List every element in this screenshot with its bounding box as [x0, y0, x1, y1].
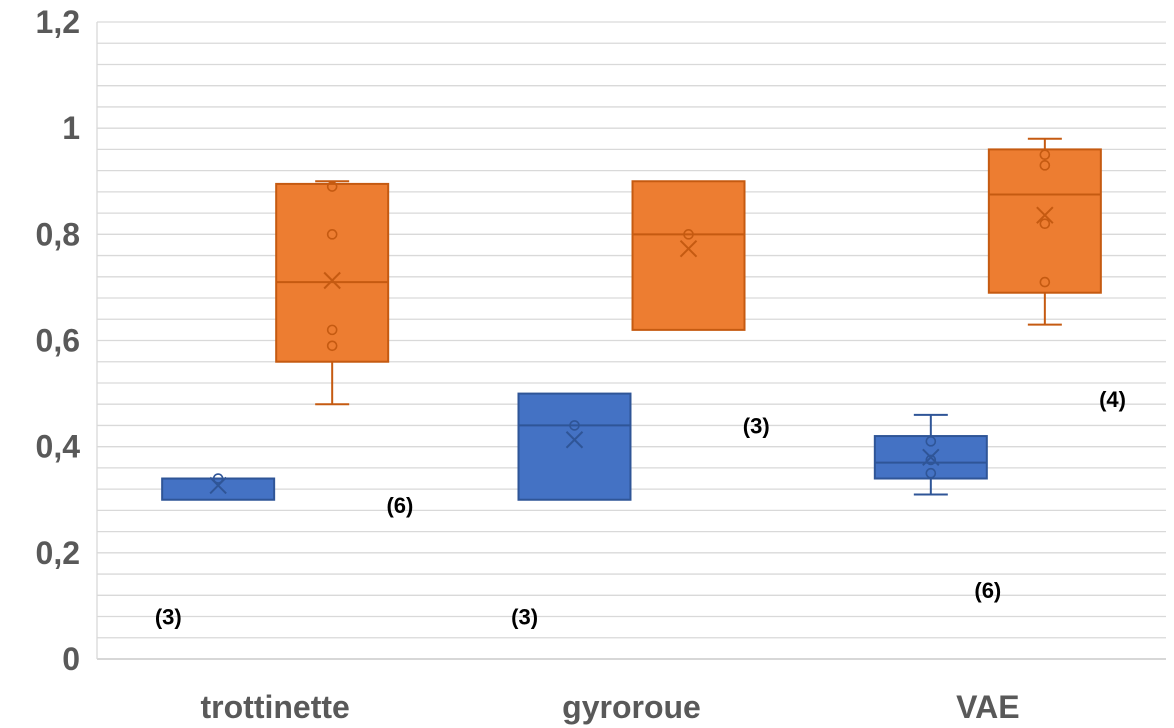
- box-rect: [631, 180, 746, 331]
- data-point: [326, 229, 338, 240]
- data-point: [326, 324, 338, 336]
- y-tick-label: 1: [62, 110, 80, 146]
- box-rect: [987, 148, 1102, 294]
- mean-marker: [1036, 206, 1054, 224]
- mean-marker: [679, 239, 698, 258]
- y-tick-label: 0,6: [36, 323, 80, 359]
- data-point: [925, 467, 937, 479]
- count-annotation: (4): [1099, 387, 1126, 412]
- data-point: [1039, 276, 1051, 288]
- box-trottinette-series-1: [161, 473, 276, 501]
- gridlines: [96, 21, 1166, 660]
- x-category-label: trottinette: [201, 689, 350, 725]
- data-point: [326, 181, 338, 192]
- count-annotation: (3): [511, 605, 538, 630]
- data-point: [925, 436, 937, 447]
- box-gyroroue-series-1: [517, 392, 632, 501]
- data-point: [1039, 149, 1051, 161]
- count-annotation: (3): [155, 605, 182, 630]
- data-point: [569, 420, 580, 431]
- count-annotation: (3): [743, 413, 770, 438]
- y-axis: 0 0,2 0,4 0,6 0,8 1 1,2: [36, 4, 81, 677]
- y-tick-label: 1,2: [36, 4, 80, 40]
- mean-marker: [323, 271, 341, 290]
- box-VAE-series-1: [873, 413, 988, 496]
- data-point: [1039, 160, 1051, 171]
- data-point: [326, 340, 338, 352]
- mean-marker: [565, 431, 584, 449]
- count-annotation: (6): [386, 493, 413, 518]
- y-tick-label: 0,4: [36, 429, 81, 465]
- y-tick-label: 0: [62, 641, 80, 677]
- data-point: [212, 473, 224, 484]
- x-category-label: VAE: [956, 689, 1019, 725]
- x-category-label: gyroroue: [562, 689, 701, 725]
- y-tick-label: 0,8: [36, 216, 80, 252]
- box-rect: [517, 392, 632, 501]
- data-point: [925, 454, 937, 466]
- count-annotations: (3) (6) (3) (3) (6) (4): [155, 387, 1126, 630]
- mean-marker: [922, 448, 940, 466]
- data-point: [1039, 218, 1051, 230]
- box-trottinette-series-2: [275, 180, 390, 406]
- boxes: [161, 137, 1102, 501]
- mean-marker: [209, 476, 227, 495]
- box-VAE-series-2: [987, 137, 1102, 326]
- x-axis-categories: trottinette gyroroue VAE: [201, 689, 1020, 725]
- y-tick-label: 0,2: [36, 535, 80, 571]
- box-rect: [275, 182, 390, 363]
- box-rect: [161, 477, 276, 501]
- count-annotation: (6): [974, 578, 1001, 603]
- data-point: [683, 229, 694, 240]
- box-gyroroue-series-2: [631, 180, 746, 331]
